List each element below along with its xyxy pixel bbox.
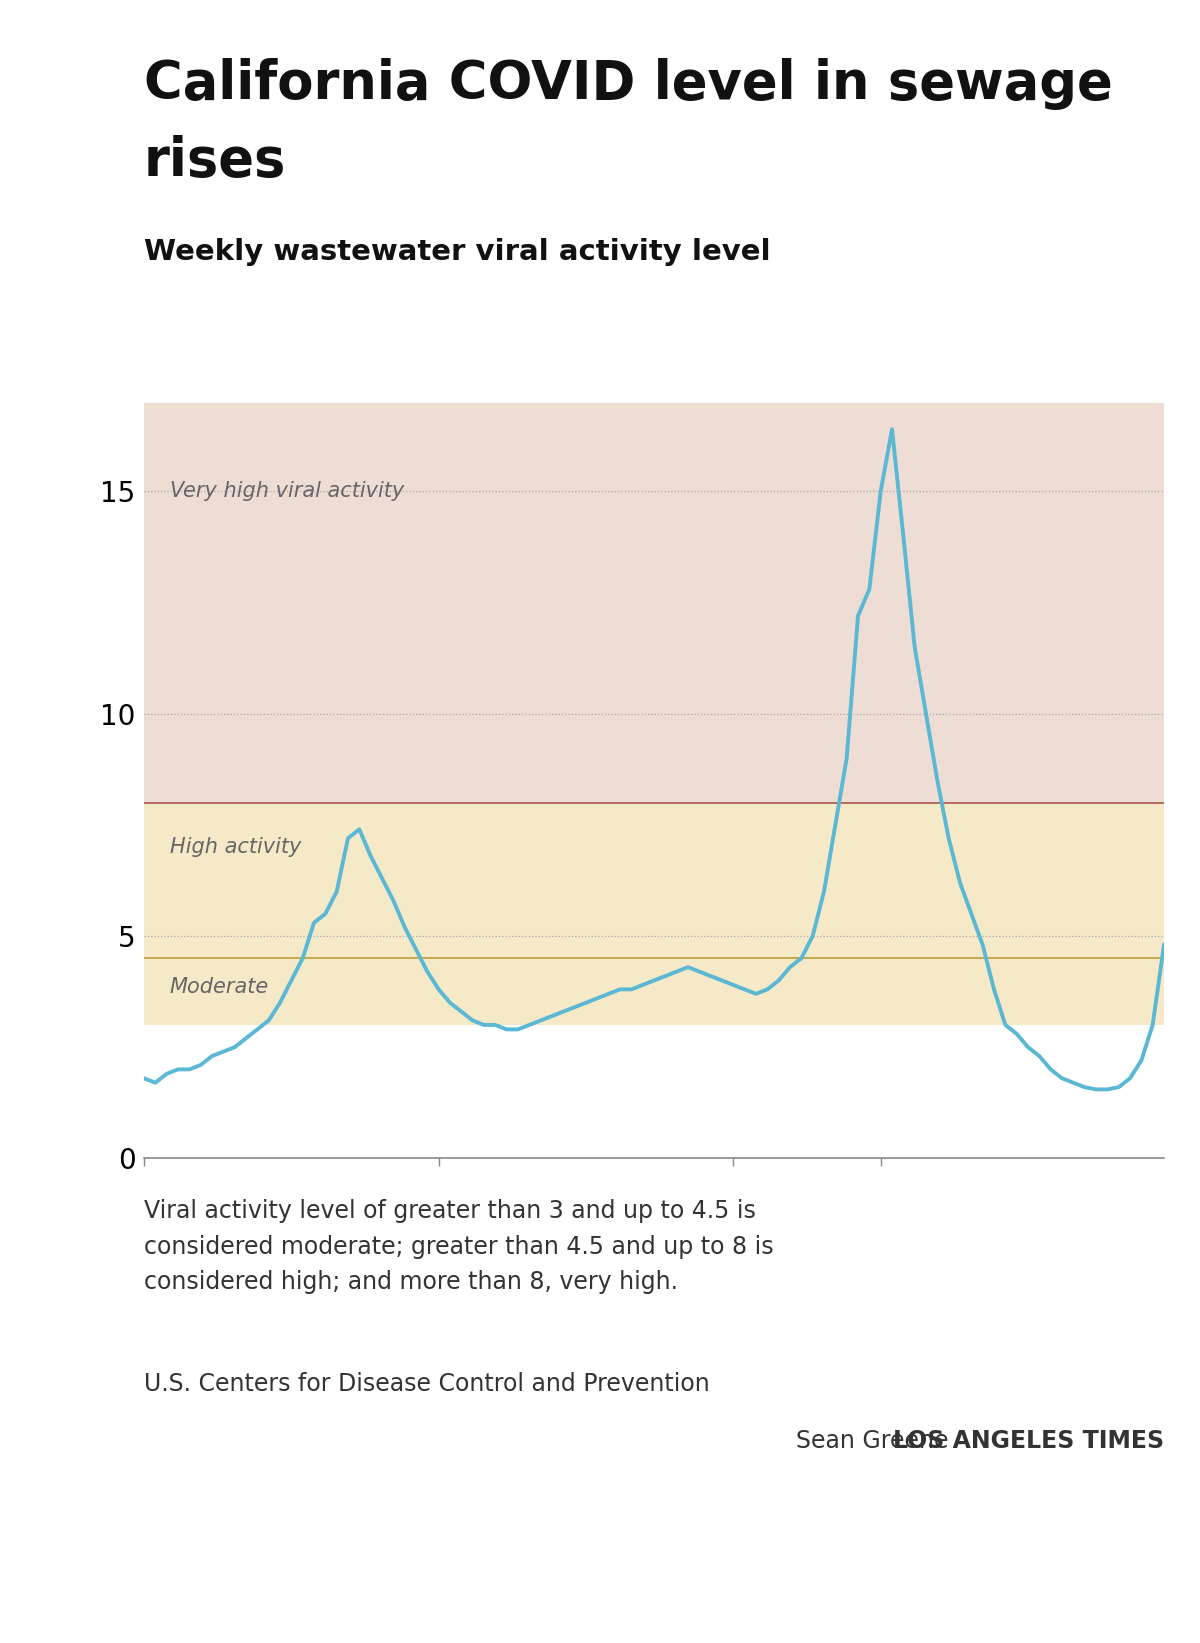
Text: Sean Greene: Sean Greene [796, 1429, 948, 1454]
Bar [144, 1025, 1164, 1158]
Text: U.S. Centers for Disease Control and Prevention: U.S. Centers for Disease Control and Pre… [144, 1372, 709, 1397]
Text: Very high viral activity: Very high viral activity [169, 481, 403, 501]
Text: High activity: High activity [169, 838, 301, 858]
Text: Moderate: Moderate [169, 978, 269, 997]
Text: Weekly wastewater viral activity level: Weekly wastewater viral activity level [144, 238, 770, 266]
Text: rises: rises [144, 135, 287, 187]
Text: LOS ANGELES TIMES: LOS ANGELES TIMES [893, 1429, 1164, 1454]
Text: Viral activity level of greater than 3 and up to 4.5 is
considered moderate; gre: Viral activity level of greater than 3 a… [144, 1199, 774, 1295]
Text: California COVID level in sewage: California COVID level in sewage [144, 58, 1112, 110]
Bar [144, 803, 1164, 1025]
Bar [144, 403, 1164, 803]
